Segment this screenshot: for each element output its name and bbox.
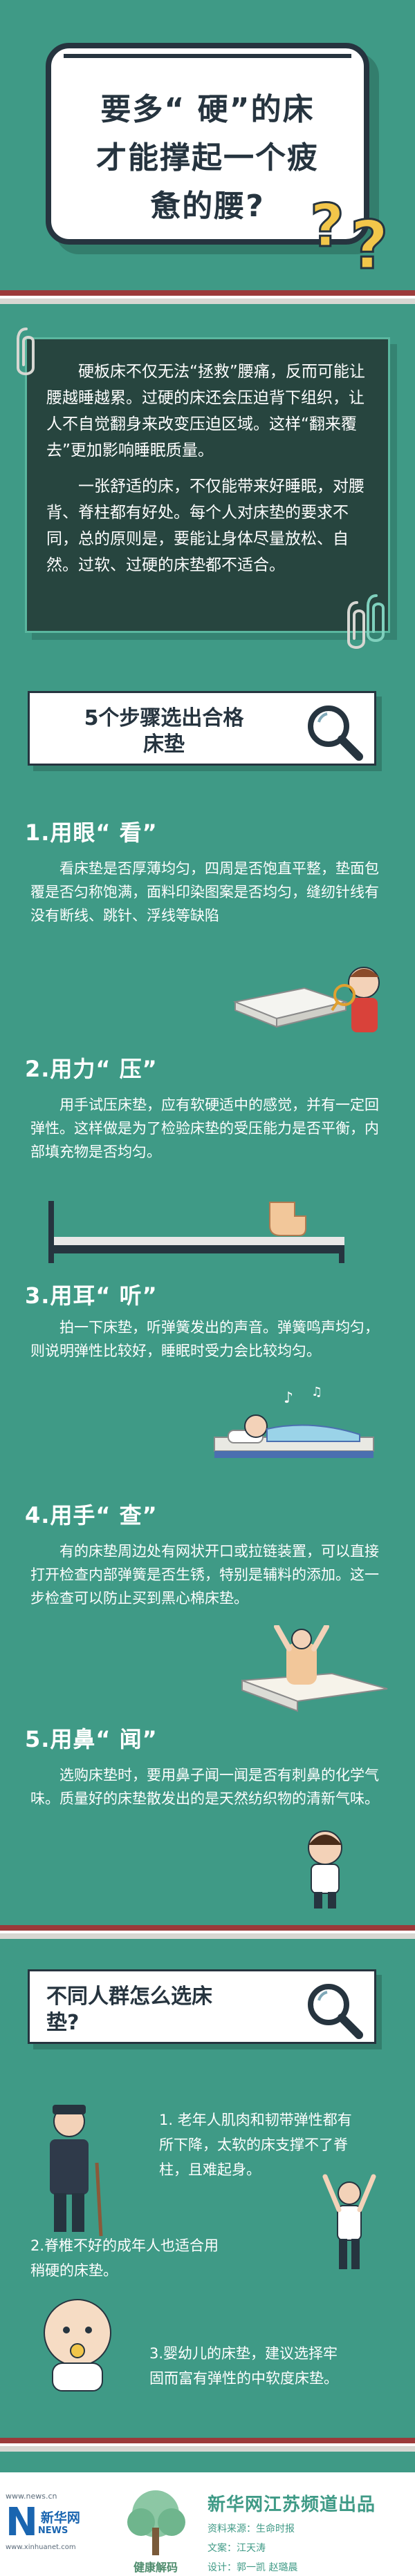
adult-stretching-icon xyxy=(322,2174,376,2269)
title-line-1: 要多“ 硬”的床 xyxy=(100,92,315,127)
producer-org: 新华网江苏频道出品 xyxy=(208,2494,376,2515)
step-5-title: 5.用鼻“ 闻” xyxy=(25,1726,158,1752)
logo-words: 新华网 NEWS xyxy=(38,2510,80,2536)
group-1-text: 1. 老年人肌肉和韧带弹性都有 所下降，太软的床支撑不了脊 柱，且难起身。 xyxy=(159,2108,352,2182)
group-2-line-1: 2.脊椎不好的成年人也适合用 xyxy=(30,2237,219,2254)
step-1-text: 看床垫是否厚薄均匀，四周是否饱直平整，垫面包覆是否匀称饱满，面料印染图案是否均匀… xyxy=(30,860,379,924)
steps-section-heading: 5个步骤选出合格 床垫 xyxy=(28,691,376,766)
step-2-text: 用手试压床垫，应有软硬适中的感觉，并有一定回弹性。这样做是为了检验床垫的受压能力… xyxy=(30,1097,379,1160)
paperclip-icon xyxy=(347,601,365,649)
steps-heading-line-2: 床垫 xyxy=(143,732,185,757)
group-1-line-1: 1. 老年人肌肉和韧带弹性都有 xyxy=(159,2112,352,2128)
top-stripe-band xyxy=(0,290,415,305)
credits-block: 新华网江苏频道出品 资料来源：生命时报 文案：江天涛 设计：郭一凯 赵璐晨 xyxy=(208,2490,376,2574)
child-icon xyxy=(308,1830,342,1909)
middle-stripe-band xyxy=(0,1925,415,1940)
logo-main: N 新华网 NEWS xyxy=(6,2503,102,2542)
header: 要多“ 硬”的床 才能撑起一个疲 惫的腰? ? ? xyxy=(0,0,415,290)
baby-icon xyxy=(44,2299,111,2392)
credit-source: 资料来源：生命时报 xyxy=(208,2523,295,2535)
svg-text:♫: ♫ xyxy=(311,1385,322,1399)
groups-heading-line-1: 不同人群怎么选床 xyxy=(46,1985,212,2009)
magnifier-icon xyxy=(308,705,363,761)
paperclip-icon xyxy=(367,594,385,642)
svg-text:♪: ♪ xyxy=(284,1390,293,1407)
paperclip-icon xyxy=(17,328,35,375)
question-marks-icon: ? ? xyxy=(310,191,389,276)
step-4-title: 4.用手“ 查” xyxy=(25,1502,158,1528)
tree-caption: 健康解码 xyxy=(133,2561,178,2574)
bottom-stripe-band xyxy=(0,2438,415,2453)
groups-heading-text: 不同人群怎么选床 垫? xyxy=(46,1984,282,2036)
person-sleeping-icon: ♪ ♫ xyxy=(214,1385,374,1458)
group-2-text: 2.脊椎不好的成年人也适合用 稍硬的床垫。 xyxy=(30,2233,219,2283)
group-3-text: 3.婴幼儿的床垫，建议选择牢 固而富有弹性的中软度床垫。 xyxy=(149,2341,338,2391)
step-2-title: 2.用力“ 压” xyxy=(25,1056,158,1082)
group-2-line-2: 稍硬的床垫。 xyxy=(30,2262,118,2279)
xinhua-logo: www.news.cn N 新华网 NEWS www.xinhuanet.com xyxy=(6,2492,102,2551)
group-3-line-1: 3.婴幼儿的床垫，建议选择牢 xyxy=(149,2345,338,2362)
title-card: 要多“ 硬”的床 才能撑起一个疲 惫的腰? xyxy=(46,43,369,245)
step-1-title: 1.用眼“ 看” xyxy=(25,820,158,846)
magnifier-icon xyxy=(308,1984,363,2039)
title-line-3: 惫的腰? xyxy=(150,189,265,224)
intro-paragraph-2: 一张舒适的床，不仅能带来好睡眠，对腰背、脊柱都有好处。每个人对床垫的要求不同，总… xyxy=(46,477,365,574)
steps-heading-line-1: 5个步骤选出合格 xyxy=(84,706,244,730)
logo-url-bottom: www.xinhuanet.com xyxy=(6,2544,76,2551)
credit-design: 设计：郭一凯 赵璐晨 xyxy=(208,2562,298,2573)
groups-heading-line-2: 垫? xyxy=(46,2011,80,2035)
intro-paragraph-1: 硬板床不仅无法“拯救”腰痛，反而可能让腰越睡越累。过硬的床还会压迫背下组织，让人… xyxy=(46,363,365,460)
groups-section-heading: 不同人群怎么选床 垫? xyxy=(28,1969,376,2044)
footer: www.news.cn N 新华网 NEWS www.xinhuanet.com… xyxy=(0,2472,415,2576)
logo-url-top: www.news.cn xyxy=(6,2492,57,2501)
mattress-inspection-icon xyxy=(232,967,380,1032)
hand-press-mattress-icon xyxy=(48,1201,344,1263)
credit-copy: 文案：江天涛 xyxy=(208,2543,266,2554)
logo-news: NEWS xyxy=(37,2525,68,2536)
step-4-text: 有的床垫周边处有网状开口或拉链装置，可以直接打开检查内部弹簧是否生锈，特别是辅料… xyxy=(30,1543,379,1607)
svg-text:?: ? xyxy=(350,207,389,275)
intro-panel: 硬板床不仅无法“拯救”腰痛，反而可能让腰越睡越累。过硬的床还会压迫背下组织，让人… xyxy=(25,337,390,633)
group-1-line-2: 所下降，太软的床支撑不了脊 xyxy=(159,2137,348,2153)
person-stretching-bed-icon xyxy=(241,1625,388,1712)
step-3-title: 3.用耳“ 听” xyxy=(25,1282,158,1309)
step-3-text: 拍一下床垫，听弹簧发出的声音。弹簧鸣声均匀，则说明弹性比较好，睡眠时受力会比较均… xyxy=(30,1319,379,1359)
elderly-man-icon xyxy=(50,2105,103,2237)
page-title: 要多“ 硬”的床 才能撑起一个疲 惫的腰? xyxy=(51,86,364,231)
step-5-text: 选购床垫时，要用鼻子闻一闻是否有刺鼻的化学气味。质量好的床垫散发出的是天然纺织物… xyxy=(30,1767,379,1807)
svg-text:?: ? xyxy=(310,191,344,261)
steps-heading-text: 5个步骤选出合格 床垫 xyxy=(46,705,282,758)
title-line-2: 才能撑起一个疲 xyxy=(96,140,319,176)
health-tree-icon xyxy=(127,2490,185,2555)
title-card-bar xyxy=(64,43,351,58)
logo-mark: N xyxy=(6,2500,38,2545)
group-3-line-2: 固而富有弹性的中软度床垫。 xyxy=(149,2370,338,2387)
logo-name: 新华网 xyxy=(40,2510,80,2526)
group-1-line-3: 柱，且难起身。 xyxy=(159,2161,261,2178)
